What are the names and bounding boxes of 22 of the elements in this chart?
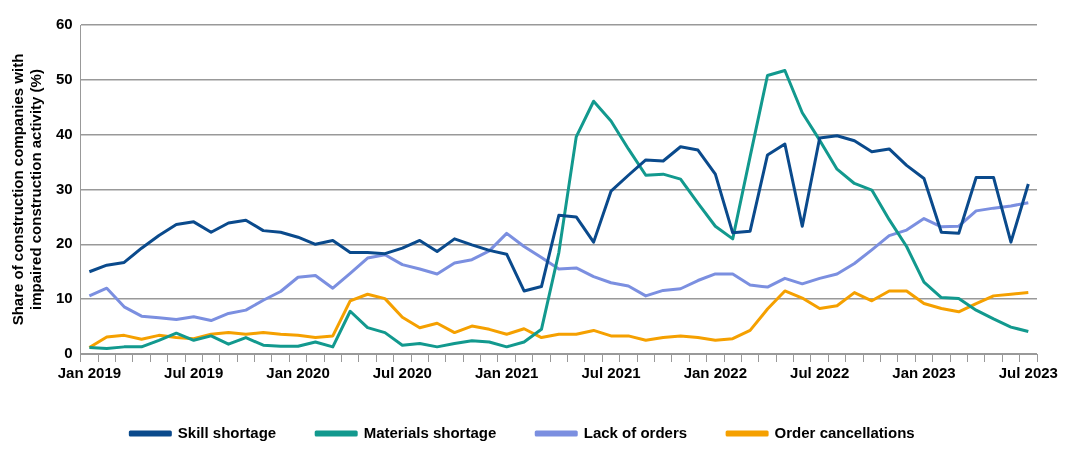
- x-tick-label: Jan 2020: [266, 364, 330, 382]
- legend-label: Lack of orders: [583, 423, 688, 441]
- y-tick-label: 0: [64, 344, 73, 362]
- x-tick-label: Jul 2022: [790, 364, 850, 382]
- x-tick-label: Jul 2021: [581, 364, 641, 382]
- y-axis-title: Share of construction companies with impaired construction activity (%): [9, 53, 45, 326]
- y-tick-label: 50: [56, 69, 73, 87]
- y-tick-label: 10: [56, 289, 73, 307]
- legend-label: Order cancellations: [774, 423, 915, 441]
- y-tick-label: 20: [56, 234, 73, 252]
- y-tick-label: 60: [56, 15, 73, 33]
- x-tick-label: Jan 2021: [474, 364, 539, 382]
- x-tick-label: Jul 2020: [372, 364, 432, 382]
- legend-label: Skill shortage: [177, 423, 277, 441]
- x-tick-label: Jan 2019: [57, 364, 122, 382]
- x-tick-label: Jul 2023: [998, 364, 1058, 382]
- legend-label: Materials shortage: [363, 423, 497, 441]
- x-tick-label: Jan 2023: [892, 364, 956, 382]
- x-tick-label: Jan 2022: [683, 364, 748, 382]
- y-tick-label: 40: [56, 124, 73, 142]
- y-tick-label: 30: [56, 179, 73, 197]
- x-tick-label: Jul 2019: [164, 364, 224, 382]
